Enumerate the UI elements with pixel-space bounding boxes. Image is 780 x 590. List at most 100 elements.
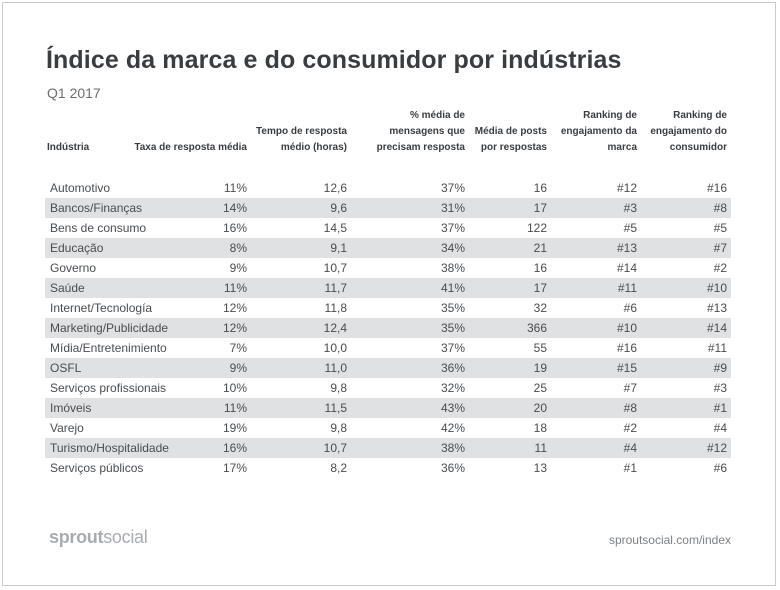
table-cell: 9,8 [330, 421, 347, 435]
industry-cell: Serviços públicos [50, 461, 144, 475]
table-cell: 13 [533, 461, 547, 475]
table-cell: 366 [469, 318, 551, 338]
page-subtitle: Q1 2017 [47, 85, 101, 101]
table-row: Imóveis 11% 11,5 43% 20 #8 #1 [45, 398, 731, 418]
table-row: Serviços públicos 17% 8,2 36% 13 #1 #6 [45, 458, 731, 478]
table-row: Serviços profissionais 10% 9,8 32% 25 #7 #3 [45, 378, 731, 398]
table-cell: #7 [641, 238, 731, 258]
table-cell: 43% [351, 398, 469, 418]
table-cell: #13 [551, 238, 641, 258]
table-cell: 37% [440, 221, 465, 235]
table-cell: #16 [616, 341, 637, 355]
table-cell: 18 [533, 421, 547, 435]
table-body: Automotivo 11% 12,6 37% 16 #12 #16 Bancos/Finan… [45, 178, 731, 478]
column-header: Indústria [47, 142, 90, 153]
industry-cell: Bens de consumo [50, 221, 147, 235]
table-cell: 36% [440, 461, 465, 475]
table-cell: 11% [125, 398, 251, 418]
table-cell: 11,0 [251, 358, 351, 378]
table-cell: #2 [713, 261, 727, 275]
column-header: Tempo de resposta médio (horas) [256, 126, 347, 153]
table-cell: 35% [440, 301, 465, 315]
table-cell: 35% [351, 318, 469, 338]
table-cell: 17% [222, 461, 247, 475]
industry-cell: Governo [50, 261, 97, 275]
industry-cell: Serviços profissionais [50, 381, 167, 395]
table-cell: #4 [713, 421, 727, 435]
table-row: Saúde 11% 11,7 41% 17 #11 #10 [45, 278, 731, 298]
table-cell: 17 [469, 198, 551, 218]
table-cell: #15 [551, 358, 641, 378]
table-cell: 34% [351, 238, 469, 258]
table-cell: 25 [533, 381, 547, 395]
table-cell: 9,1 [251, 238, 351, 258]
table-cell: 12% [125, 318, 251, 338]
table-row: Bancos/Finanças 14% 9,6 31% 17 #3 #8 [45, 198, 731, 218]
table-cell: 38% [440, 261, 465, 275]
table-cell: 37% [440, 181, 465, 195]
table-cell: 37% [440, 341, 465, 355]
industry-cell: Saúde [45, 278, 125, 298]
logo-regular-text: social [103, 527, 148, 547]
table-cell: 20 [469, 398, 551, 418]
table-cell: 11,5 [251, 398, 351, 418]
table-row: Internet/Tecnología 12% 11,8 35% 32 #6 #13 [45, 298, 731, 318]
table-cell: 41% [351, 278, 469, 298]
table-cell: 19% [222, 421, 247, 435]
table-row: OSFL 9% 11,0 36% 19 #15 #9 [45, 358, 731, 378]
industry-cell: Automotivo [50, 181, 111, 195]
table-cell: 9,6 [251, 198, 351, 218]
column-header: Média de posts por respostas [474, 126, 547, 153]
table-cell: 9,8 [330, 381, 347, 395]
table-cell: #10 [641, 278, 731, 298]
table-row: Turismo/Hospitalidade 16% 10,7 38% 11 #4 #12 [45, 438, 731, 458]
table-cell: 11,8 [324, 301, 347, 315]
table-cell: 9% [125, 358, 251, 378]
table-cell: 9% [229, 261, 247, 275]
column-header: Ranking de engajamento da marca [560, 110, 637, 153]
table-cell: 32% [440, 381, 465, 395]
table-cell: #13 [706, 301, 727, 315]
table-cell: 12% [222, 301, 247, 315]
table-cell: 11 [469, 438, 551, 458]
table-row: Automotivo 11% 12,6 37% 16 #12 #16 [45, 178, 731, 198]
table-cell: 16% [222, 221, 247, 235]
table-cell: 17 [469, 278, 551, 298]
table-cell: 10,7 [251, 438, 351, 458]
table-cell: 8% [125, 238, 251, 258]
sproutsocial-logo: sproutsocial [49, 527, 148, 548]
table-cell: 31% [351, 198, 469, 218]
industry-index-table: Indústria Taxa de resposta média Tempo de … [45, 108, 731, 478]
table-cell: 21 [469, 238, 551, 258]
table-cell: #14 [616, 261, 637, 275]
table-cell: #16 [706, 181, 727, 195]
table-cell: #8 [641, 198, 731, 218]
table-row: Governo 9% 10,7 38% 16 #14 #2 [45, 258, 731, 278]
table-cell: 16% [125, 438, 251, 458]
table-cell: 10,0 [323, 341, 347, 355]
table-header-row: Indústria Taxa de resposta média Tempo de … [45, 108, 731, 178]
table-cell: #6 [623, 301, 637, 315]
industry-cell: Bancos/Finanças [45, 198, 142, 218]
table-cell: 10% [222, 381, 247, 395]
industry-cell: Marketing/Publicidade [45, 318, 168, 338]
table-row: Educação 8% 9,1 34% 21 #13 #7 [45, 238, 731, 258]
table-cell: #11 [551, 278, 641, 298]
logo-bold-text: sprout [49, 527, 104, 547]
table-cell: #14 [641, 318, 731, 338]
table-cell: #12 [616, 181, 637, 195]
industry-cell: Imóveis [45, 398, 125, 418]
table-cell: #7 [623, 381, 637, 395]
table-cell: #2 [623, 421, 637, 435]
industry-cell: Varejo [50, 421, 84, 435]
industry-cell: Turismo/Hospitalidade [45, 438, 169, 458]
table-cell: 12,4 [251, 318, 351, 338]
column-header: Taxa de resposta média [134, 142, 247, 153]
table-cell: 122 [526, 221, 547, 235]
table-cell: 38% [351, 438, 469, 458]
table-cell: #11 [707, 341, 727, 355]
table-cell: 14% [125, 198, 251, 218]
column-header: Ranking de engajamento do consumidor [650, 110, 727, 153]
table-cell: #3 [551, 198, 641, 218]
